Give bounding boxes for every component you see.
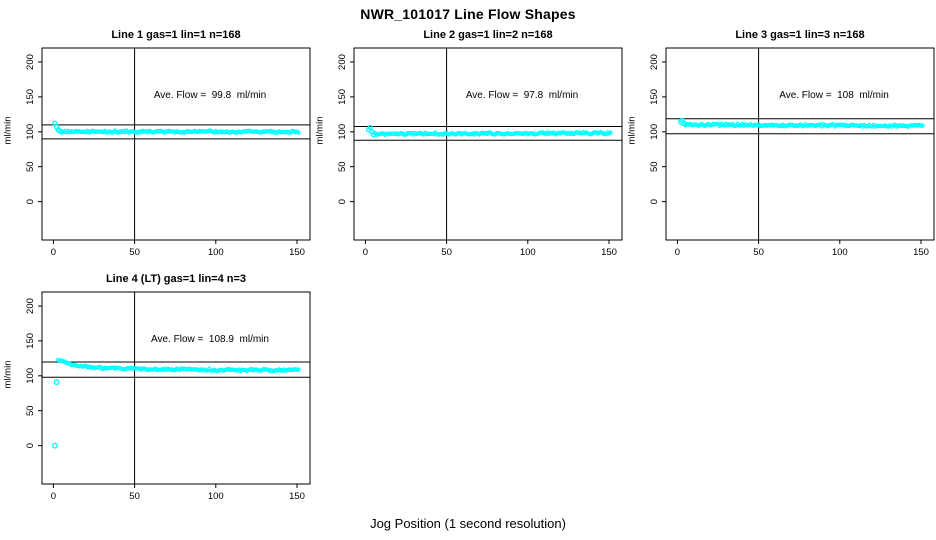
svg-text:150: 150 <box>649 89 660 105</box>
svg-text:50: 50 <box>441 247 452 258</box>
y-axis-label: ml/min <box>314 116 326 145</box>
svg-text:0: 0 <box>51 247 56 258</box>
svg-text:200: 200 <box>25 54 36 70</box>
svg-text:0: 0 <box>675 247 680 258</box>
y-axis-label: ml/min <box>2 116 14 145</box>
y-axis-label: ml/min <box>2 360 14 389</box>
svg-text:0: 0 <box>363 247 368 258</box>
svg-text:50: 50 <box>753 247 764 258</box>
svg-text:150: 150 <box>25 89 36 105</box>
svg-text:50: 50 <box>337 161 348 172</box>
empty-cell <box>312 270 624 514</box>
panel-line-2: Line 2 gas=1 lin=2 n=168 0 50 100 150 0 50 100… <box>312 26 624 270</box>
y-axis-label: ml/min <box>626 116 638 145</box>
ave-flow-annotation: Ave. Flow = 108 ml/min <box>779 90 889 101</box>
svg-text:100: 100 <box>337 124 348 140</box>
svg-text:150: 150 <box>601 247 617 258</box>
plot-area: 0 50 100 150 0 50 100 150 200 Ave. Flow = 97.8 m… <box>315 44 624 270</box>
svg-text:0: 0 <box>51 491 56 502</box>
scatter-plot: 0 50 100 150 0 50 100 150 200 <box>649 47 935 258</box>
svg-text:0: 0 <box>25 443 36 448</box>
ave-flow-annotation: Ave. Flow = 99.8 ml/min <box>153 90 267 101</box>
svg-text:150: 150 <box>337 89 348 105</box>
panel-title: Line 4 (LT) gas=1 lin=4 n=3 <box>105 273 247 285</box>
svg-text:50: 50 <box>129 491 140 502</box>
panel-title: Line 2 gas=1 lin=2 n=168 <box>423 29 553 41</box>
svg-text:50: 50 <box>649 161 660 172</box>
svg-text:50: 50 <box>25 161 36 172</box>
svg-text:200: 200 <box>25 298 36 314</box>
panel-line-4: Line 4 (LT) gas=1 lin=4 n=3 0 50 100 150 0 50… <box>0 270 312 514</box>
chart-title: NWR_101017 Line Flow Shapes <box>360 6 576 22</box>
scatter-plot: 0 50 100 150 0 50 100 150 200 <box>337 47 623 258</box>
panel-title: Line 3 gas=1 lin=3 n=168 <box>735 29 865 41</box>
svg-text:0: 0 <box>337 199 348 204</box>
empty-cell <box>624 270 936 514</box>
svg-text:100: 100 <box>520 247 536 258</box>
svg-text:200: 200 <box>337 54 348 70</box>
svg-text:50: 50 <box>25 405 36 416</box>
svg-text:200: 200 <box>649 54 660 70</box>
svg-text:100: 100 <box>25 124 36 140</box>
ave-flow-annotation: Ave. Flow = 108.9 ml/min <box>151 334 269 345</box>
scatter-plot: 0 50 100 150 0 50 100 150 200 <box>25 47 311 258</box>
plot-area: 0 50 100 150 0 50 100 150 200 Ave. Flow = 99.8 m… <box>3 44 312 270</box>
scatter-plot: 0 50 100 150 0 50 100 150 200 <box>25 291 311 502</box>
panel-line-3: Line 3 gas=1 lin=3 n=168 0 50 100 150 0 50 100… <box>624 26 936 270</box>
svg-text:100: 100 <box>208 491 224 502</box>
svg-text:100: 100 <box>649 124 660 140</box>
panel-line-1: Line 1 gas=1 lin=1 n=168 0 50 100 150 0 50 100… <box>0 26 312 270</box>
svg-text:100: 100 <box>832 247 848 258</box>
panel-title: Line 1 gas=1 lin=1 n=168 <box>111 29 241 41</box>
svg-text:150: 150 <box>289 247 305 258</box>
svg-text:150: 150 <box>913 247 929 258</box>
svg-text:100: 100 <box>208 247 224 258</box>
svg-text:0: 0 <box>25 199 36 204</box>
panel-grid: Line 1 gas=1 lin=1 n=168 0 50 100 150 0 50 100… <box>0 26 936 514</box>
plot-area: 0 50 100 150 0 50 100 150 200 Ave. Flow = 108 ml… <box>627 44 936 270</box>
svg-text:100: 100 <box>25 368 36 384</box>
x-axis-label: Jog Position (1 second resolution) <box>370 516 566 531</box>
plot-area: 0 50 100 150 0 50 100 150 200 Ave. Flow = 108.9 … <box>3 288 312 514</box>
svg-text:150: 150 <box>289 491 305 502</box>
svg-text:0: 0 <box>649 199 660 204</box>
svg-text:50: 50 <box>129 247 140 258</box>
ave-flow-annotation: Ave. Flow = 97.8 ml/min <box>465 90 579 101</box>
svg-text:150: 150 <box>25 333 36 349</box>
